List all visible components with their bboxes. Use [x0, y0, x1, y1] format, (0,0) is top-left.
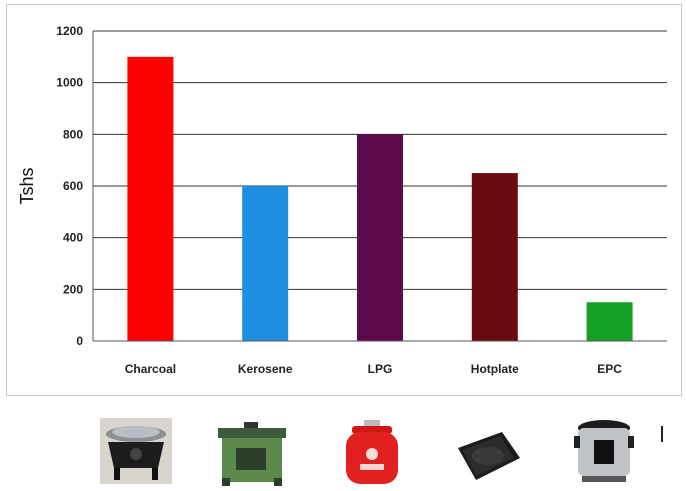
chart-frame: 0 200 400 600 800 1000 1200 Charcoal Kerosene LP… — [6, 4, 682, 396]
bar-epc — [586, 302, 633, 341]
y-tick-label: 0 — [76, 334, 83, 348]
hotplate-icon — [458, 432, 520, 480]
bar-hotplate — [471, 173, 518, 341]
y-tick-label: 400 — [63, 231, 83, 245]
y-tick-label: 200 — [63, 282, 83, 296]
x-tick-labels: Charcoal Kerosene LPG Hotplate EPC — [125, 362, 623, 376]
bar-kerosene — [242, 186, 289, 341]
y-tick-label: 1000 — [56, 76, 83, 90]
x-tick-label: Charcoal — [125, 362, 176, 376]
bar-charcoal — [127, 56, 174, 341]
appliance-icon-strip — [0, 400, 686, 486]
lpg-cylinder-icon — [346, 420, 398, 484]
x-tick-label: Kerosene — [238, 362, 293, 376]
x-tick-label: LPG — [368, 362, 393, 376]
charcoal-stove-icon — [100, 418, 172, 484]
y-tick-label: 800 — [63, 127, 83, 141]
axes — [92, 31, 667, 342]
bars — [127, 56, 633, 341]
kerosene-stove-icon — [218, 422, 286, 486]
electric-pressure-cooker-icon — [574, 420, 634, 482]
x-tick-label: Hotplate — [471, 362, 519, 376]
x-tick-label: EPC — [597, 362, 622, 376]
bar-chart: 0 200 400 600 800 1000 1200 Charcoal Kerosene LP… — [17, 24, 667, 376]
y-axis-title: Tshs — [17, 167, 37, 204]
y-tick-label: 600 — [63, 179, 83, 193]
y-tick-labels: 0 200 400 600 800 1000 1200 — [56, 24, 83, 348]
bar-lpg — [357, 134, 403, 341]
y-tick-label: 1200 — [56, 24, 83, 38]
